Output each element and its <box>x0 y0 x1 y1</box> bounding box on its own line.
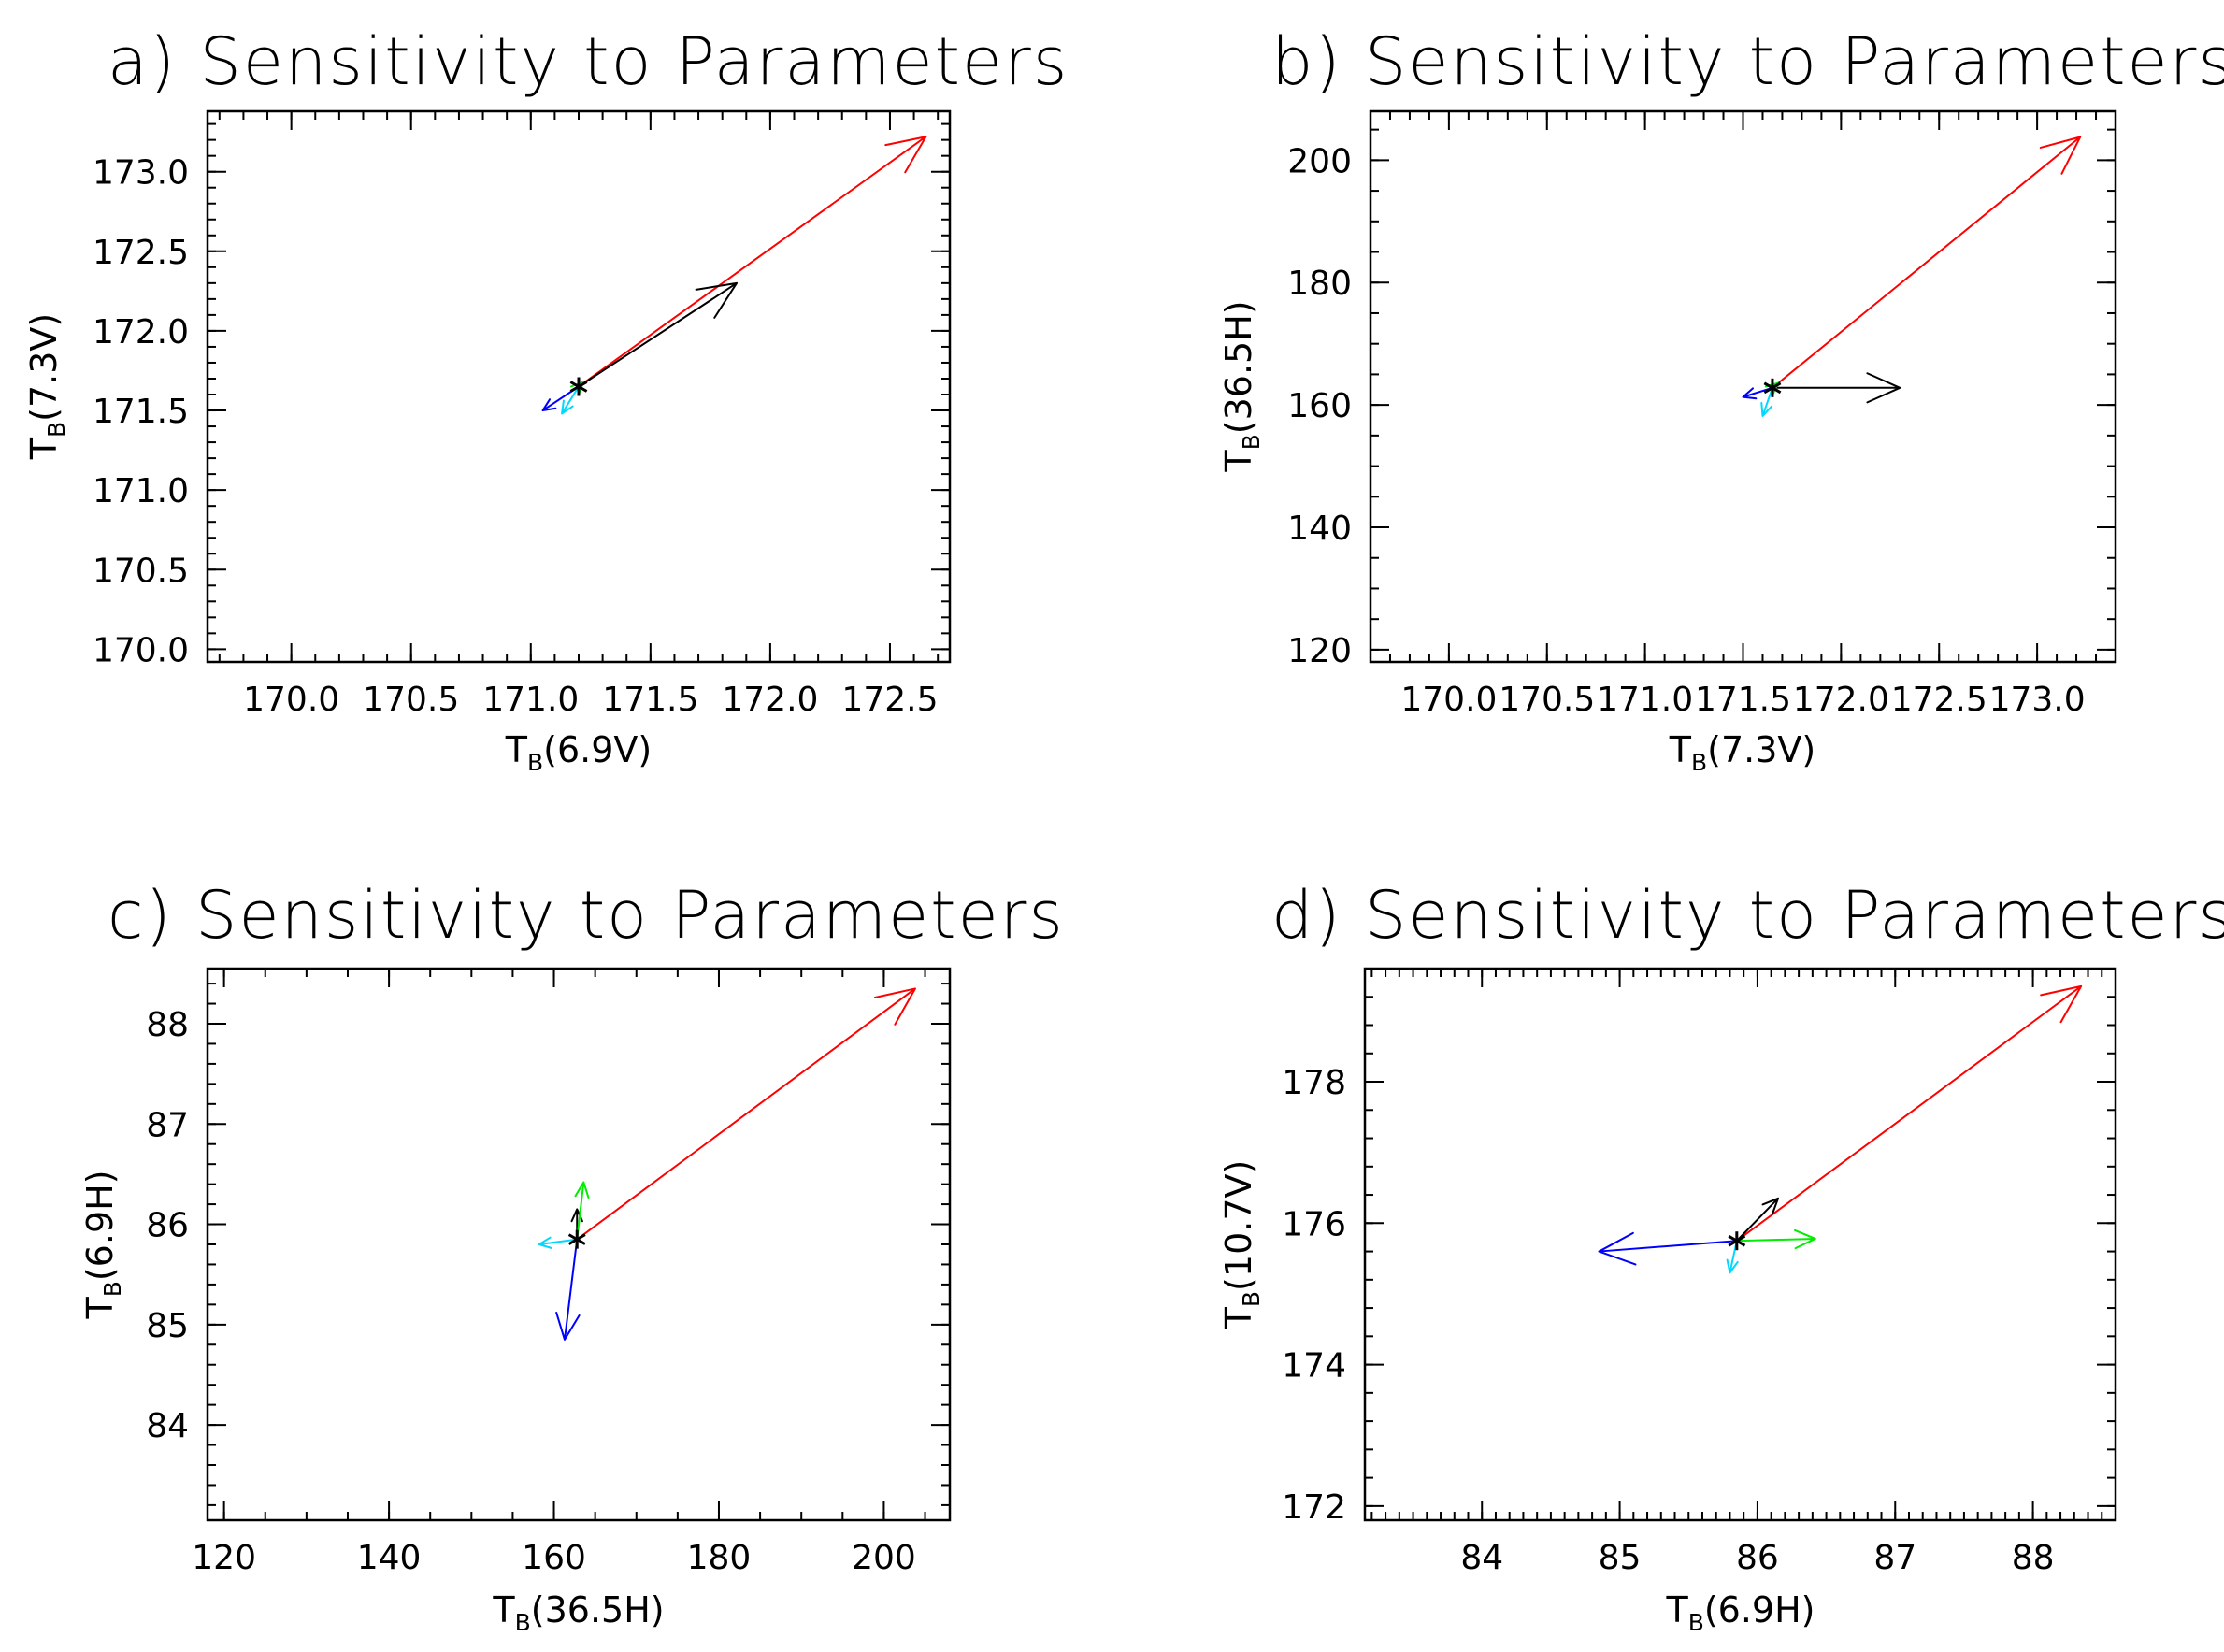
panel-c: c) Sensitivity to Parameters TB(36.5H) T… <box>79 877 1065 1636</box>
panel-c-marker <box>567 1229 586 1249</box>
panel-d-y-tick-label: 178 <box>1282 1064 1346 1102</box>
panel-a-y-tick-label: 171.0 <box>93 472 189 510</box>
panel-d-x-tick-label: 88 <box>2012 1539 2055 1577</box>
panel-a-y-tick-label: 170.0 <box>93 631 189 669</box>
panel-d-blue-arrow <box>1598 1231 1738 1266</box>
panel-a-x-tick-label: 170.0 <box>243 681 339 719</box>
panel-c-title: c) Sensitivity to Parameters <box>108 877 1065 954</box>
panel-b-y-tick-label: 140 <box>1287 510 1352 548</box>
panel-d-plot-frame <box>1363 967 2117 1522</box>
panel-c-x-tick-label: 160 <box>522 1539 586 1577</box>
panel-d-title: d) Sensitivity to Parameters <box>1271 877 2224 954</box>
panel-b-title: b) Sensitivity to Parameters <box>1271 23 2224 100</box>
panel-b-y-tick-label: 200 <box>1287 142 1352 180</box>
panel-a-y-tick-label: 172.5 <box>93 234 189 272</box>
panel-a-x-tick-label: 171.5 <box>602 681 698 719</box>
panel-d: d) Sensitivity to Parameters TB(6.9H) TB… <box>1218 877 2224 1636</box>
panel-d-y-axis-label: TB(10.7V) <box>1218 1160 1265 1330</box>
panel-b-y-tick-label: 180 <box>1287 265 1352 303</box>
panel-a-y-tick-label: 173.0 <box>93 154 189 193</box>
panel-c-x-tick-label: 180 <box>687 1539 752 1577</box>
panel-b-x-tick-label: 172.0 <box>1793 681 1889 719</box>
panel-c-green-arrow <box>574 1181 590 1241</box>
panel-a-y-tick-label: 171.5 <box>93 393 189 431</box>
panel-c-x-tick-label: 200 <box>852 1539 916 1577</box>
panel-d-x-tick-label: 84 <box>1460 1539 1503 1577</box>
panel-c-y-tick-label: 84 <box>146 1407 189 1445</box>
panel-c-vectors <box>538 987 916 1341</box>
panel-c-x-tick-label: 140 <box>357 1539 422 1577</box>
panel-b-x-axis-label: TB(7.3V) <box>1669 729 1815 776</box>
panel-b-y-axis-label: TB(36.5H) <box>1218 300 1265 472</box>
panel-d-x-axis-label: TB(6.9H) <box>1665 1589 1815 1636</box>
panel-c-y-tick-label: 85 <box>146 1307 189 1345</box>
panel-a-y-axis-label: TB(7.3V) <box>23 313 70 460</box>
panel-c-asterisk-marker-stroke <box>567 1233 586 1245</box>
panel-a-y-tick-label: 172.0 <box>93 313 189 352</box>
panel-b-x-tick-label: 171.0 <box>1597 681 1693 719</box>
panel-c-y-axis-label: TB(6.9H) <box>79 1170 126 1319</box>
panel-a-y-tick-label: 170.5 <box>93 552 189 590</box>
panel-d-x-tick-label: 86 <box>1736 1539 1779 1577</box>
panel-b: b) Sensitivity to Parameters TB(7.3V) TB… <box>1218 23 2224 776</box>
panel-c-ticks <box>208 969 950 1520</box>
panel-c-y-tick-label: 88 <box>146 1006 189 1044</box>
panel-d-x-tick-label: 87 <box>1873 1539 1916 1577</box>
panel-a-marker <box>569 377 588 396</box>
panel-a-asterisk-marker-stroke <box>569 381 588 393</box>
panel-d-asterisk-marker-stroke <box>1728 1234 1746 1247</box>
panel-d-y-tick-label: 172 <box>1282 1488 1346 1527</box>
panel-a-cyan-arrow <box>561 385 580 415</box>
panel-b-red-arrow <box>1771 136 2082 389</box>
panel-a-x-tick-label: 170.5 <box>363 681 459 719</box>
panel-b-x-tick-label: 170.5 <box>1499 681 1595 719</box>
panel-a-x-tick-label: 172.5 <box>841 681 938 719</box>
panel-b-marker <box>1763 378 1782 397</box>
panel-d-y-tick-label: 176 <box>1282 1205 1346 1243</box>
panel-c-cyan-arrow <box>538 1236 579 1249</box>
panel-b-y-tick-label: 120 <box>1287 632 1352 670</box>
panel-b-x-tick-label: 173.0 <box>1989 681 2086 719</box>
panel-d-x-tick-label: 85 <box>1599 1539 1642 1577</box>
panel-a-red-arrow <box>578 136 927 388</box>
panel-a-ticks <box>208 111 950 662</box>
panel-c-plot-frame <box>206 967 952 1522</box>
panel-d-y-tick-label: 174 <box>1282 1347 1346 1386</box>
panel-d-marker <box>1728 1231 1746 1251</box>
panel-c-y-tick-label: 86 <box>146 1207 189 1245</box>
panel-d-ticks <box>1365 969 2116 1520</box>
panel-a-title: a) Sensitivity to Parameters <box>108 23 1069 100</box>
panel-c-x-tick-label: 120 <box>192 1539 256 1577</box>
panel-b-vectors <box>1742 136 2082 417</box>
panel-c-red-arrow <box>576 987 916 1241</box>
panel-d-red-arrow <box>1735 984 2083 1243</box>
panel-d-black-arrow <box>1735 1197 1780 1243</box>
panel-b-cyan-arrow <box>1760 386 1773 417</box>
panel-b-ticks <box>1370 111 2116 662</box>
panel-a-vectors <box>541 136 927 415</box>
panel-a-x-tick-label: 172.0 <box>722 681 818 719</box>
panel-b-asterisk-marker-stroke <box>1763 381 1782 395</box>
panel-d-vectors <box>1598 984 2083 1274</box>
panel-c-x-axis-label: TB(36.5H) <box>492 1589 664 1636</box>
panel-a-x-tick-label: 171.0 <box>482 681 579 719</box>
panel-b-black-arrow <box>1771 372 1901 404</box>
panel-c-blue-arrow <box>555 1238 581 1341</box>
panel-d-green-arrow <box>1735 1228 1816 1250</box>
panel-b-y-tick-label: 160 <box>1287 387 1352 425</box>
panel-a-black-arrow <box>578 281 739 388</box>
panel-b-x-tick-label: 170.0 <box>1400 681 1497 719</box>
panel-a: a) Sensitivity to Parameters TB(6.9V) TB… <box>23 23 1069 776</box>
panel-a-x-axis-label: TB(6.9V) <box>505 729 652 776</box>
panel-b-plot-frame <box>1369 109 2117 664</box>
panel-b-x-tick-label: 172.5 <box>1891 681 1987 719</box>
panel-b-x-tick-label: 171.5 <box>1695 681 1791 719</box>
panel-c-y-tick-label: 87 <box>146 1106 189 1144</box>
